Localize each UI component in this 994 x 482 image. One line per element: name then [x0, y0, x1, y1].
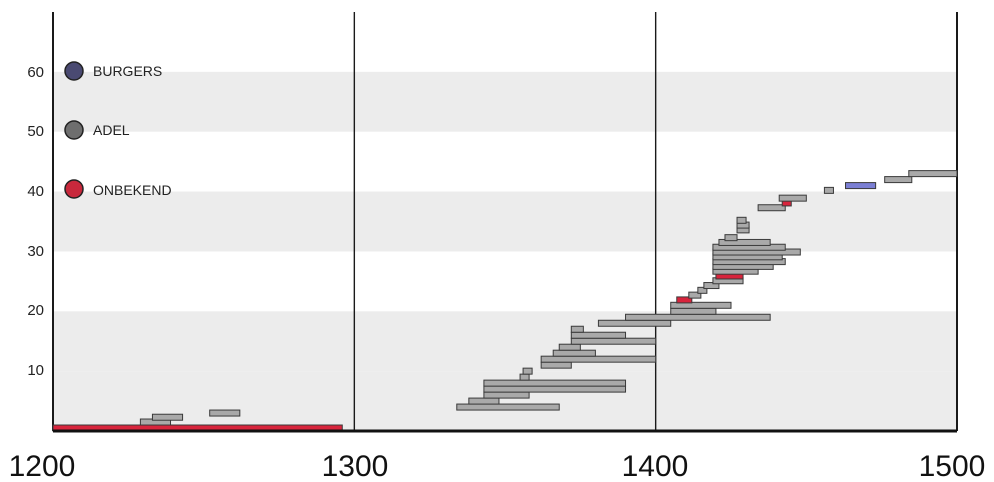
bar-adel [483, 379, 627, 387]
bar-adel [688, 291, 702, 299]
y-tick-label: 60 [27, 64, 44, 81]
bar-adel [757, 204, 786, 212]
legend: BURGERS ADEL ONBEKEND [64, 61, 172, 199]
bars-layer [52, 170, 958, 432]
bar-adel [558, 343, 581, 351]
bar-adel [522, 367, 533, 375]
grid-band [53, 71, 957, 132]
bar-adel [724, 234, 738, 242]
grid-band [53, 191, 957, 252]
y-axis-ticks: 10 20 30 40 50 60 [27, 64, 44, 379]
bar-adel [468, 397, 500, 405]
y-tick-label: 10 [27, 362, 44, 379]
y-tick-label: 20 [27, 302, 44, 319]
bar-adel [625, 313, 771, 321]
grid-bands [53, 71, 957, 431]
bar-adel [718, 238, 771, 246]
y-tick-label: 50 [27, 123, 44, 140]
bar-adel [570, 325, 584, 333]
x-tick-label: 1500 [919, 450, 986, 482]
bar-adel [670, 301, 732, 309]
legend-item-onbekend: ONBEKEND [64, 179, 172, 199]
bar-adel [151, 413, 184, 421]
legend-item-adel: ADEL [64, 120, 130, 140]
x-tick-label: 1200 [9, 450, 76, 482]
bar-adel [670, 307, 717, 315]
legend-item-burgers: BURGERS [64, 61, 162, 81]
bar-adel [703, 282, 720, 290]
legend-label-adel: ADEL [93, 122, 130, 138]
x-tick-label: 1300 [322, 450, 389, 482]
legend-swatch-burgers [64, 61, 84, 81]
bar-adel [209, 409, 241, 417]
bar-adel [456, 403, 560, 411]
bar-adel [908, 170, 958, 178]
bar-adel [736, 216, 747, 224]
bar-adel [823, 186, 834, 194]
bar-adel [483, 385, 627, 393]
bar-adel [697, 286, 708, 294]
grid-band [53, 311, 957, 372]
bar-adel [778, 194, 807, 202]
vertical-gridlines [52, 12, 958, 431]
bar-adel [884, 176, 913, 184]
bar-onbekend [676, 296, 693, 304]
legend-label-burgers: BURGERS [93, 63, 162, 79]
legend-swatch-adel [64, 120, 84, 140]
x-axis-ticks: 1200 1300 1400 1500 [9, 450, 986, 482]
bar-adel [540, 361, 572, 369]
bar-adel [519, 373, 530, 381]
legend-swatch-onbekend [64, 179, 84, 199]
bar-adel [540, 355, 657, 363]
bar-burgers [845, 182, 877, 190]
bar-adel [597, 319, 672, 327]
bar-adel [483, 391, 530, 399]
bar-adel [552, 349, 596, 357]
x-tick-label: 1400 [622, 450, 689, 482]
y-tick-label: 30 [27, 243, 44, 260]
bar-adel [570, 337, 657, 345]
legend-label-onbekend: ONBEKEND [93, 182, 172, 198]
bar-adel [570, 331, 627, 339]
y-tick-label: 40 [27, 183, 44, 200]
